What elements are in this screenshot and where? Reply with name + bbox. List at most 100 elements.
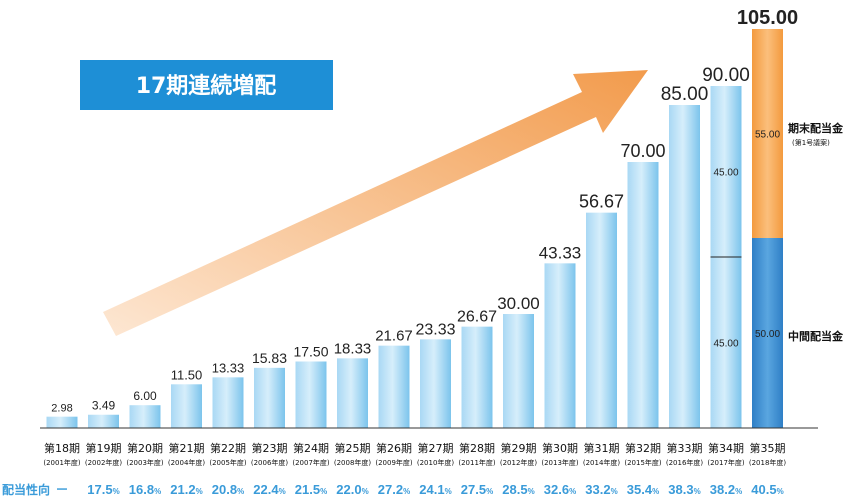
value-label-4: 13.33 — [212, 360, 245, 375]
seg-label-interim-16: 45.00 — [713, 339, 738, 350]
payout-percent-sign-16: % — [735, 487, 742, 496]
payout-ratio-9: 24.1% — [419, 482, 451, 497]
payout-ratio-first: － — [55, 482, 68, 497]
category-label-10: 第28期 — [459, 441, 495, 455]
payout-percent-sign-2: % — [154, 487, 161, 496]
payout-ratio-14: 35.4% — [627, 482, 659, 497]
category-label-5: 第23期 — [252, 441, 288, 455]
payout-ratio-12: 32.6% — [544, 482, 576, 497]
category-label-12: 第30期 — [542, 441, 578, 455]
bar-8 — [378, 345, 410, 428]
bar-4 — [212, 377, 244, 428]
value-label-13: 56.67 — [579, 192, 624, 212]
bar-9 — [420, 339, 451, 428]
value-label-14: 70.00 — [620, 141, 665, 161]
value-label-8: 21.67 — [375, 328, 413, 345]
bar-5 — [254, 367, 285, 428]
bar-2 — [129, 405, 161, 428]
year-label-16: (2017年度) — [707, 458, 745, 467]
value-label-6: 17.50 — [293, 344, 328, 360]
payout-ratio-title: 配当性向 — [2, 482, 50, 497]
category-label-11: 第29期 — [501, 441, 537, 455]
value-label-11: 30.00 — [497, 294, 540, 313]
payout-ratio-11: 28.5% — [502, 482, 534, 497]
bar-1 — [88, 414, 119, 428]
value-label-2: 6.00 — [133, 389, 157, 403]
category-labels-group: 第18期 (2001年度) 第19期 (2002年度) 第20期 (2003年度) 第21期… — [43, 441, 786, 467]
category-label-9: 第27期 — [418, 441, 454, 455]
year-label-4: (2005年度) — [209, 458, 247, 467]
value-label-5: 15.83 — [252, 350, 287, 366]
payout-percent-sign-4: % — [237, 487, 244, 496]
seg-label-year-end-17: 55.00 — [755, 130, 780, 141]
category-label-8: 第26期 — [376, 441, 412, 455]
category-label-7: 第25期 — [335, 441, 371, 455]
value-label-3: 11.50 — [171, 367, 203, 382]
payout-percent-sign-6: % — [320, 487, 327, 496]
payout-ratio-values: 17.5% 16.8% 21.2% 20.8% 22.4% 21.5% 22.0% 27.2%… — [87, 482, 783, 497]
category-label-3: 第21期 — [169, 441, 205, 455]
legend-year-end-label: 期末配当金 — [788, 121, 844, 135]
category-label-2: 第20期 — [127, 441, 163, 455]
year-label-10: (2011年度) — [458, 458, 496, 467]
payout-percent-sign-10: % — [486, 487, 493, 496]
value-label-0: 2.98 — [51, 403, 72, 415]
payout-ratio-16: 38.2% — [710, 482, 742, 497]
value-label-15: 85.00 — [661, 84, 709, 105]
payout-percent-sign-9: % — [445, 487, 452, 496]
payout-percent-sign-13: % — [611, 487, 618, 496]
bar-7 — [337, 358, 368, 428]
category-label-13: 第31期 — [584, 441, 620, 455]
bar-10 — [461, 326, 493, 428]
bar-6 — [295, 361, 327, 428]
payout-percent-sign-11: % — [528, 487, 535, 496]
payout-ratio-10: 27.5% — [461, 482, 493, 497]
payout-percent-sign-1: % — [113, 487, 120, 496]
payout-ratio-13: 33.2% — [585, 482, 617, 497]
banner: 17期連続増配 — [80, 60, 333, 110]
year-label-1: (2002年度) — [85, 458, 123, 467]
year-label-2: (2003年度) — [126, 458, 164, 467]
value-label-9: 23.33 — [415, 321, 455, 338]
payout-ratio-4: 20.8% — [212, 482, 244, 497]
payout-percent-sign-3: % — [196, 487, 203, 496]
payout-ratio-1: 17.5% — [87, 482, 119, 497]
category-label-17: 第35期 — [750, 441, 786, 455]
legend: 期末配当金 (第1号議案) 中間配当金 — [788, 121, 844, 343]
value-label-1: 3.49 — [92, 399, 116, 413]
value-labels-group: 2.98 3.49 6.00 11.50 13.33 15.83 17.50 18.3321.… — [51, 7, 798, 415]
payout-percent-sign-5: % — [279, 487, 286, 496]
payout-percent-sign-7: % — [362, 487, 369, 496]
year-label-6: (2007年度) — [292, 458, 330, 467]
category-label-6: 第24期 — [293, 441, 329, 455]
payout-ratio-2: 16.8% — [129, 482, 161, 497]
bar-12 — [544, 263, 576, 428]
banner-text: 17期連続増配 — [136, 73, 277, 99]
bar-3 — [171, 384, 202, 428]
value-label-10: 26.67 — [457, 309, 497, 326]
payout-ratio-17: 40.5% — [751, 482, 783, 497]
payout-percent-sign-14: % — [652, 487, 659, 496]
payout-ratio-8: 27.2% — [378, 482, 410, 497]
value-label-12: 43.33 — [539, 243, 582, 262]
bar-interim-17 — [752, 238, 783, 428]
payout-ratio-3: 21.2% — [170, 482, 202, 497]
bar-15 — [669, 105, 700, 428]
payout-ratio-6: 21.5% — [295, 482, 327, 497]
year-label-3: (2004年度) — [168, 458, 206, 467]
year-label-5: (2006年度) — [251, 458, 289, 467]
seg-label-interim-17: 50.00 — [755, 329, 780, 340]
bar-11 — [503, 314, 534, 428]
value-label-17: 105.00 — [737, 7, 798, 29]
payout-ratio-15: 38.3% — [668, 482, 700, 497]
banner-box — [80, 60, 333, 110]
legend-interim-label: 中間配当金 — [788, 329, 844, 343]
legend-year-end-note: (第1号議案) — [792, 138, 830, 147]
growth-arrow — [103, 70, 648, 336]
year-label-8: (2009年度) — [375, 458, 413, 467]
bar-14 — [627, 162, 659, 428]
year-label-0: (2001年度) — [43, 458, 81, 467]
year-label-7: (2008年度) — [334, 458, 372, 467]
bar-13 — [586, 212, 617, 428]
category-label-1: 第19期 — [86, 441, 122, 455]
